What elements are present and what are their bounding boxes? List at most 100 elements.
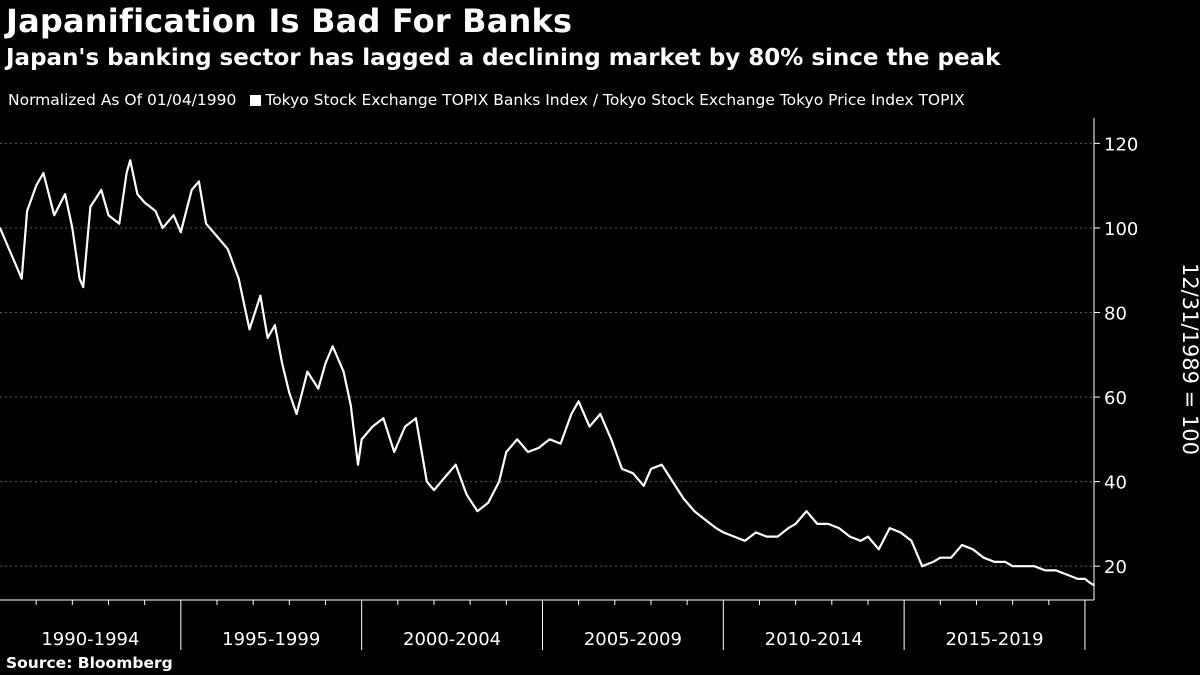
data-point (899, 531, 902, 534)
data-point (755, 531, 757, 534)
data-point (950, 556, 952, 559)
data-point (1066, 573, 1068, 576)
chart-subtitle: Japan's banking sector has lagged a decl… (6, 45, 1001, 71)
data-point (849, 535, 851, 538)
data-point (559, 442, 562, 445)
data-point (454, 463, 457, 466)
data-point (154, 210, 157, 212)
data-point (20, 277, 23, 280)
data-point (342, 370, 345, 373)
data-point (198, 180, 200, 183)
data-point (82, 286, 85, 288)
data-point (877, 548, 880, 551)
y-axis-label: 12/31/1989 = 100 (1178, 263, 1200, 455)
data-point (1004, 561, 1007, 563)
data-point (577, 400, 580, 403)
data-point (538, 446, 540, 449)
series-line (0, 159, 1095, 587)
source-note: Source: Bloomberg (6, 654, 173, 672)
data-point (765, 535, 768, 538)
data-point (0, 227, 1, 229)
data-point (921, 565, 924, 568)
data-point (1033, 565, 1036, 568)
data-point (910, 539, 913, 542)
data-point (393, 451, 396, 453)
y-tick-labels: 20 40 60 80 100 120 (1104, 134, 1138, 578)
data-point (190, 189, 193, 191)
normalization-note: Normalized As Of 01/04/1990 (8, 91, 237, 109)
data-point (1055, 569, 1057, 572)
data-point (248, 328, 251, 331)
data-point (722, 531, 725, 534)
data-point (179, 231, 182, 234)
data-point (443, 476, 446, 479)
data-point (13, 260, 16, 263)
data-point (216, 235, 218, 238)
data-point (787, 527, 790, 529)
data-point (961, 544, 963, 546)
x-tick-label: 2005-2009 (584, 629, 682, 650)
legend-label: Tokyo Stock Exchange TOPIX Banks Index /… (265, 91, 965, 109)
data-point (42, 172, 45, 174)
data-point (288, 391, 291, 394)
data-point (805, 510, 808, 513)
data-point (476, 510, 479, 513)
data-point (143, 201, 146, 204)
data-point (371, 425, 374, 428)
data-point (281, 362, 283, 365)
data-point (35, 184, 38, 187)
data-point (465, 493, 468, 496)
data-point (1093, 584, 1095, 587)
data-point (498, 480, 500, 483)
data-point (859, 539, 862, 542)
data-point (1011, 565, 1014, 568)
data-point (433, 489, 435, 491)
data-point (317, 387, 320, 390)
data-point (404, 425, 406, 428)
data-point (621, 468, 623, 470)
data-point (161, 227, 164, 229)
data-point (6, 243, 9, 246)
data-point (1089, 582, 1092, 584)
data-point (1084, 578, 1086, 580)
data-point (205, 222, 208, 225)
data-point (505, 451, 508, 453)
data-point (1022, 565, 1025, 568)
x-tick-label: 1990-1994 (41, 629, 139, 650)
data-point (827, 523, 830, 525)
data-point (259, 294, 262, 297)
data-point (266, 337, 269, 339)
data-point (237, 277, 240, 280)
data-point (570, 413, 573, 415)
data-point (993, 561, 996, 563)
data-point (125, 172, 128, 174)
data-point (306, 370, 309, 373)
data-point (715, 527, 717, 529)
data-point (527, 451, 529, 453)
y-tick-label: 100 (1104, 219, 1138, 240)
data-point (425, 480, 428, 483)
data-point (971, 548, 974, 551)
data-point (650, 468, 652, 470)
data-point (274, 324, 276, 327)
y-tick-label: 80 (1104, 303, 1127, 324)
series-group (0, 159, 1095, 587)
data-point (331, 345, 334, 348)
data-point (415, 417, 417, 420)
data-point (982, 556, 985, 559)
data-point (382, 417, 385, 420)
data-point (1044, 569, 1047, 572)
data-point (632, 472, 634, 475)
data-point (744, 539, 746, 542)
data-point (100, 189, 103, 191)
y-tick-label: 20 (1104, 557, 1127, 578)
data-point (89, 205, 92, 208)
x-tick-label: 1995-1999 (222, 629, 320, 650)
data-point (324, 362, 327, 365)
data-point (295, 413, 298, 415)
data-point (794, 523, 797, 525)
data-point (660, 463, 663, 466)
chart-title: Japanification Is Bad For Banks (6, 2, 573, 40)
data-point (78, 277, 81, 280)
data-point (671, 480, 674, 483)
